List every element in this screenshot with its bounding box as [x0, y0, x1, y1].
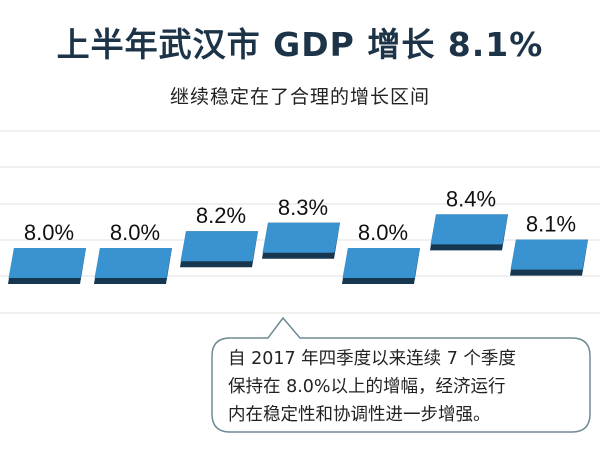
data-label: 8.0%	[358, 220, 408, 245]
callout-line: 内在稳定性和协调性进一步增强。	[228, 405, 491, 425]
page-title: 上半年武汉市 GDP 增长 8.1%	[56, 25, 544, 64]
data-label: 8.2%	[196, 203, 246, 228]
callout-text: 自 2017 年四季度以来连续 7 个季度 保持在 8.0%以上的增幅，经济运行…	[228, 345, 588, 429]
data-label: 8.0%	[110, 220, 160, 245]
bar	[8, 248, 86, 278]
bar	[94, 248, 172, 278]
bar	[262, 222, 340, 253]
callout-bubble	[211, 316, 591, 433]
data-label: 8.0%	[24, 220, 74, 245]
bar	[180, 231, 258, 262]
data-label: 8.1%	[526, 212, 576, 237]
data-label: 8.3%	[278, 195, 328, 220]
bar	[342, 248, 420, 278]
callout-line: 自 2017 年四季度以来连续 7 个季度	[228, 349, 516, 369]
data-label: 8.4%	[446, 186, 496, 211]
bar	[430, 214, 508, 245]
callout-line: 保持在 8.0%以上的增幅，经济运行	[228, 377, 506, 397]
bar	[510, 239, 588, 270]
page-subtitle: 继续稳定在了合理的增长区间	[169, 86, 430, 108]
